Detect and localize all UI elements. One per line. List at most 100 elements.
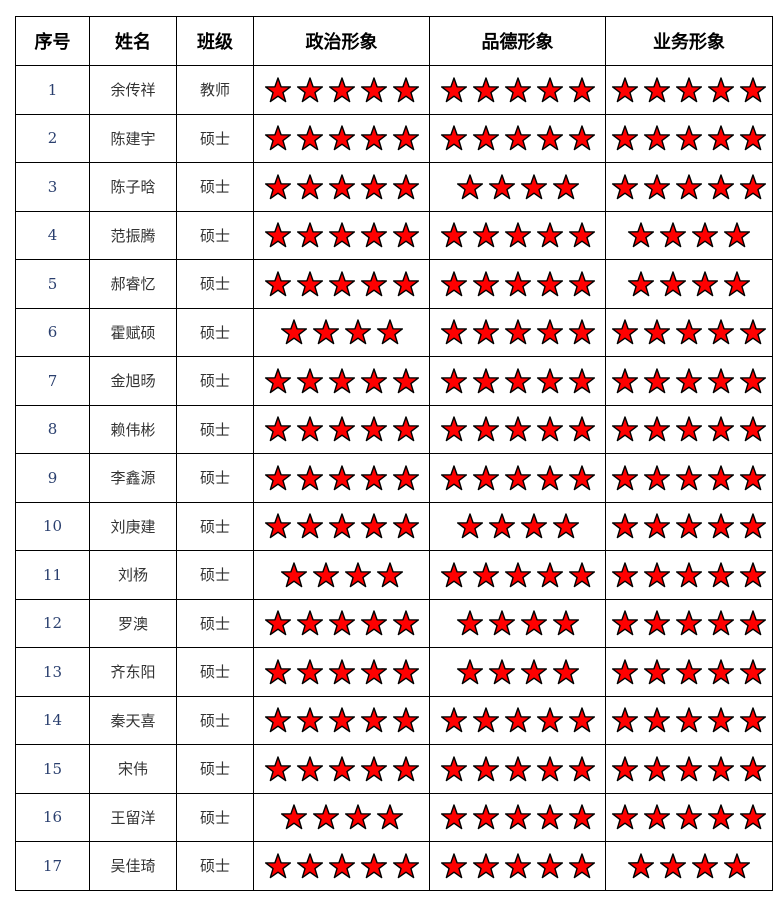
star-icon <box>440 77 467 102</box>
rating-political <box>253 501 430 551</box>
row-number: 9 <box>15 453 90 503</box>
star-icon <box>360 125 387 151</box>
row-number: 4 <box>15 210 90 260</box>
star-icon <box>472 853 499 878</box>
table-row: 12 罗澳 硕士 <box>15 598 773 648</box>
class-label: 硕士 <box>176 113 254 163</box>
rating-political <box>253 598 430 648</box>
rating-political <box>253 259 430 309</box>
star-icon <box>264 610 291 636</box>
table-row: 11 刘杨 硕士 <box>15 550 773 600</box>
star-icon <box>627 271 655 296</box>
star-icon <box>360 77 387 102</box>
header-no: 序号 <box>15 16 90 66</box>
star-icon <box>472 271 499 296</box>
table-row: 3 陈子晗 硕士 <box>15 162 773 212</box>
rating-moral <box>429 598 606 648</box>
star-icon <box>675 465 703 490</box>
star-icon <box>723 853 751 878</box>
star-icon <box>392 222 419 248</box>
star-icon <box>675 416 703 442</box>
class-label: 硕士 <box>176 259 254 309</box>
table-row: 14 秦天喜 硕士 <box>15 695 773 745</box>
star-icon <box>392 465 419 490</box>
rating-political <box>253 65 430 115</box>
star-icon <box>296 853 323 878</box>
star-icon <box>456 659 483 684</box>
star-icon <box>264 416 291 442</box>
star-icon <box>312 804 339 830</box>
row-number: 2 <box>15 113 90 163</box>
rating-moral <box>429 307 606 357</box>
rating-professional <box>605 744 773 794</box>
star-icon <box>264 222 291 248</box>
star-icon <box>504 416 531 442</box>
star-icon <box>611 562 639 587</box>
star-icon <box>643 610 671 636</box>
rating-political <box>253 792 430 842</box>
star-icon <box>707 465 735 490</box>
star-icon <box>659 853 687 878</box>
star-icon <box>472 368 499 393</box>
star-icon <box>472 222 499 248</box>
star-icon <box>328 465 355 490</box>
star-icon <box>296 513 323 539</box>
star-icon <box>675 319 703 345</box>
star-icon <box>328 368 355 393</box>
star-icon <box>504 707 531 733</box>
star-icon <box>568 222 595 248</box>
star-icon <box>536 222 563 248</box>
star-icon <box>675 707 703 733</box>
rating-professional <box>605 647 773 697</box>
class-label: 硕士 <box>176 307 254 357</box>
star-icon <box>376 562 403 587</box>
star-icon <box>264 659 291 684</box>
rating-moral <box>429 453 606 503</box>
rating-table: 序号 姓名 班级 政治形象 品德形象 业务形象 1 余传祥 教师 2 陈建宇 硕士 3 陈子晗… <box>15 16 773 891</box>
star-icon <box>360 610 387 636</box>
star-icon <box>568 562 595 587</box>
star-icon <box>472 562 499 587</box>
star-icon <box>675 610 703 636</box>
star-icon <box>739 125 767 151</box>
class-label: 教师 <box>176 65 254 115</box>
row-number: 13 <box>15 647 90 697</box>
rating-moral <box>429 404 606 454</box>
class-label: 硕士 <box>176 550 254 600</box>
star-icon <box>536 853 563 878</box>
star-icon <box>280 319 307 345</box>
star-icon <box>472 416 499 442</box>
star-icon <box>472 707 499 733</box>
row-number: 10 <box>15 501 90 551</box>
rating-moral <box>429 113 606 163</box>
class-label: 硕士 <box>176 695 254 745</box>
star-icon <box>264 368 291 393</box>
star-icon <box>536 465 563 490</box>
header-row: 序号 姓名 班级 政治形象 品德形象 业务形象 <box>15 16 773 66</box>
star-icon <box>707 174 735 199</box>
row-number: 15 <box>15 744 90 794</box>
class-label: 硕士 <box>176 744 254 794</box>
star-icon <box>675 756 703 781</box>
rating-professional <box>605 259 773 309</box>
rating-moral <box>429 792 606 842</box>
table-row: 7 金旭旸 硕士 <box>15 356 773 406</box>
student-name: 陈子晗 <box>89 162 177 212</box>
rating-political <box>253 550 430 600</box>
star-icon <box>472 756 499 781</box>
star-icon <box>264 707 291 733</box>
star-icon <box>520 659 547 684</box>
table-row: 4 范振腾 硕士 <box>15 210 773 260</box>
star-icon <box>568 271 595 296</box>
star-icon <box>536 416 563 442</box>
class-label: 硕士 <box>176 598 254 648</box>
star-icon <box>328 756 355 781</box>
star-icon <box>504 465 531 490</box>
rating-professional <box>605 210 773 260</box>
student-name: 李鑫源 <box>89 453 177 503</box>
star-icon <box>552 513 579 539</box>
star-icon <box>296 659 323 684</box>
star-icon <box>739 513 767 539</box>
star-icon <box>643 804 671 830</box>
star-icon <box>504 77 531 102</box>
